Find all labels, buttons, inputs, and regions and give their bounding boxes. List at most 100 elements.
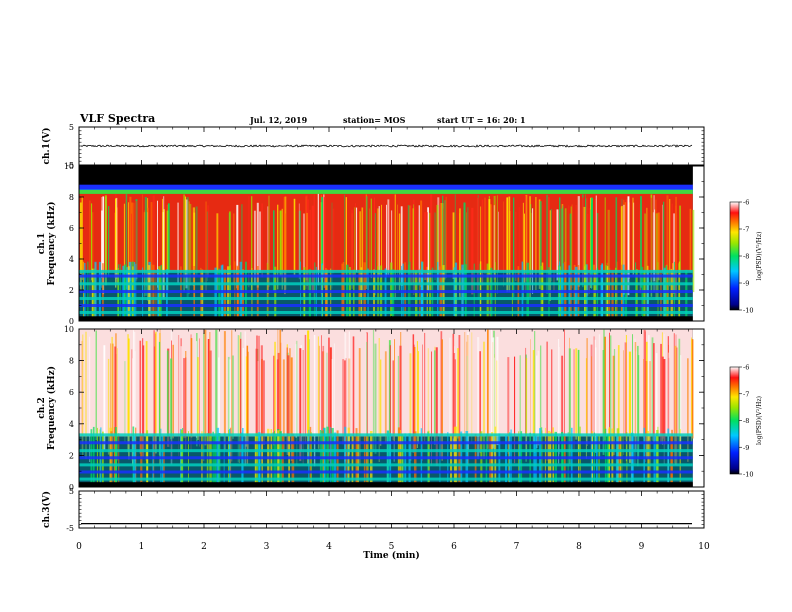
- ch2_spectrogram-streak: [81, 340, 83, 451]
- ch2_spectrogram-lowstreak: [679, 429, 681, 483]
- ch1_spectrogram-ytick-label: 8: [69, 193, 74, 202]
- ch1_spectrogram-lowstreak: [94, 261, 97, 317]
- ch1_spectrogram-streak: [546, 194, 549, 294]
- ch1_spectrogram-heatmap: [79, 166, 695, 321]
- ch1_spectrogram-streak: [116, 197, 118, 279]
- ch1_spectrogram-streak: [463, 202, 466, 299]
- ch1_spectrogram-streak: [632, 197, 634, 275]
- ch1_spectrogram-streak: [251, 196, 253, 292]
- ch1_spectrogram-streak: [524, 213, 525, 283]
- ch1_spectrogram-streak: [689, 208, 692, 273]
- ch1_spectrogram-streak: [440, 203, 443, 298]
- ch1_spectrogram-streak: [454, 194, 456, 275]
- ch1_spectrogram-lowstreak: [87, 261, 89, 317]
- ch2_spectrogram-streak: [643, 329, 646, 442]
- ch2_spectrogram-streak: [142, 345, 145, 457]
- ch1_spectrogram-streak: [650, 197, 652, 281]
- ch2_spectrogram-streak: [286, 347, 288, 453]
- ch1_spectrogram-streak: [426, 212, 428, 296]
- ch1_spectrogram-streak: [162, 198, 163, 274]
- ch2_spectrogram-lowstreak: [667, 428, 670, 483]
- ch2_spectrogram-lowstreak: [100, 427, 102, 483]
- ch1_spectrogram-lowstreak: [674, 261, 675, 317]
- ch1_spectrogram-streak: [133, 202, 135, 283]
- xtick-label: 7: [514, 542, 520, 552]
- ch1_spectrogram-streak: [293, 198, 296, 275]
- ch1_spectrogram-streak: [549, 210, 551, 301]
- ch1_spectrogram-ylabel: Frequency (kHz): [46, 201, 57, 285]
- date-label: Jul. 12, 2019: [250, 115, 308, 125]
- ch2_spectrogram-streak: [525, 347, 527, 448]
- ch1_spectrogram-streak: [488, 199, 491, 276]
- ch2_spectrogram-streak: [577, 349, 580, 452]
- ch1_spectrogram-streak: [657, 212, 660, 281]
- ch2_spectrogram-lowstreak: [308, 429, 310, 483]
- ch1_spectrogram-streak: [640, 196, 642, 288]
- ch1_spectrogram-colorbar-tick-label: -8: [743, 253, 749, 261]
- ch2_spectrogram-lowstreak: [643, 427, 645, 483]
- ch2_spectrogram-streak: [624, 342, 627, 441]
- ch2_spectrogram-streak: [95, 330, 97, 440]
- ch2_spectrogram-colorbar-tick-label: -9: [743, 444, 749, 452]
- ch1_spectrogram-streak: [539, 201, 542, 275]
- ch2_spectrogram-streak: [471, 332, 473, 443]
- ch1_spectrogram-streak: [550, 209, 552, 282]
- ch1_waveform-ylabel: ch.1(V): [41, 128, 52, 165]
- ch1_spectrogram-lowstreak: [402, 263, 404, 317]
- ch2_spectrogram-lowstreak: [96, 427, 98, 483]
- ch2_spectrogram-streak: [434, 350, 436, 445]
- ch1_spectrogram-streak: [522, 202, 524, 298]
- ch1_spectrogram-lowstreak: [646, 271, 649, 317]
- ch1_spectrogram-streak: [466, 212, 467, 298]
- ch1_spectrogram-streak: [206, 211, 208, 282]
- ch2_spectrogram-streak: [128, 338, 130, 460]
- ch2_spectrogram-streak: [431, 351, 432, 466]
- ch2_spectrogram-streak: [180, 346, 182, 459]
- ch2_spectrogram-streak: [457, 348, 459, 439]
- ch2_spectrogram-colorbar-tick-label: -8: [743, 417, 749, 425]
- xtick-label: 4: [326, 542, 332, 552]
- ch2_spectrogram-streak: [207, 339, 210, 452]
- ch2_spectrogram-streak: [231, 330, 233, 462]
- ch1_spectrogram-streak: [261, 203, 263, 278]
- ch2_spectrogram-streak: [378, 338, 380, 462]
- ch2_spectrogram-streak: [674, 345, 677, 466]
- ch1_spectrogram-streak: [480, 206, 482, 284]
- ch1_spectrogram-lowstreak: [479, 261, 482, 317]
- ch1_spectrogram-streak: [359, 211, 361, 299]
- ch1_waveform-ytick-label: 5: [69, 123, 74, 132]
- ch1_spectrogram-streak: [163, 196, 165, 298]
- ch1_spectrogram-streak: [429, 212, 431, 276]
- ch1_spectrogram-streak: [81, 197, 83, 280]
- ch2_spectrogram-streak: [394, 339, 395, 442]
- ch2_spectrogram-streak: [133, 331, 136, 441]
- ch2_spectrogram-streak: [454, 359, 456, 464]
- ch2_spectrogram-streak: [546, 341, 548, 461]
- ch1_spectrogram-noise-line: [79, 290, 693, 294]
- ch1_spectrogram-streak: [361, 207, 364, 291]
- ch1_spectrogram-streak: [351, 209, 353, 276]
- ch1_spectrogram-ytick-label: 10: [64, 162, 74, 171]
- ch1_spectrogram-streak: [590, 209, 591, 277]
- ch2_spectrogram-noise-line: [79, 441, 693, 445]
- ch1_spectrogram-lowstreak: [321, 263, 323, 317]
- ch1_spectrogram-streak: [135, 200, 138, 281]
- ch1_spectrogram-streak: [381, 204, 382, 279]
- ch2_spectrogram-streak: [333, 343, 335, 444]
- ch1_spectrogram-streak: [331, 202, 333, 289]
- ch1_spectrogram-streak: [662, 204, 663, 274]
- ch2_spectrogram-streak: [661, 356, 664, 439]
- ch2_spectrogram-streak: [603, 336, 606, 441]
- ch2_spectrogram-streak: [558, 339, 560, 464]
- ch1_spectrogram-streak: [663, 201, 665, 292]
- ch2_spectrogram-streak: [185, 357, 187, 453]
- xtick-label: 10: [698, 542, 710, 552]
- ch1_spectrogram-streak: [183, 194, 185, 292]
- ch1_spectrogram-streak: [129, 196, 132, 281]
- ch2_spectrogram-streak: [568, 348, 571, 465]
- ch1_spectrogram-ylabel: ch.1: [37, 233, 47, 254]
- ch1_spectrogram-streak: [496, 195, 498, 294]
- xtick-label: 0: [76, 542, 82, 552]
- ch1_spectrogram-streak: [305, 196, 307, 290]
